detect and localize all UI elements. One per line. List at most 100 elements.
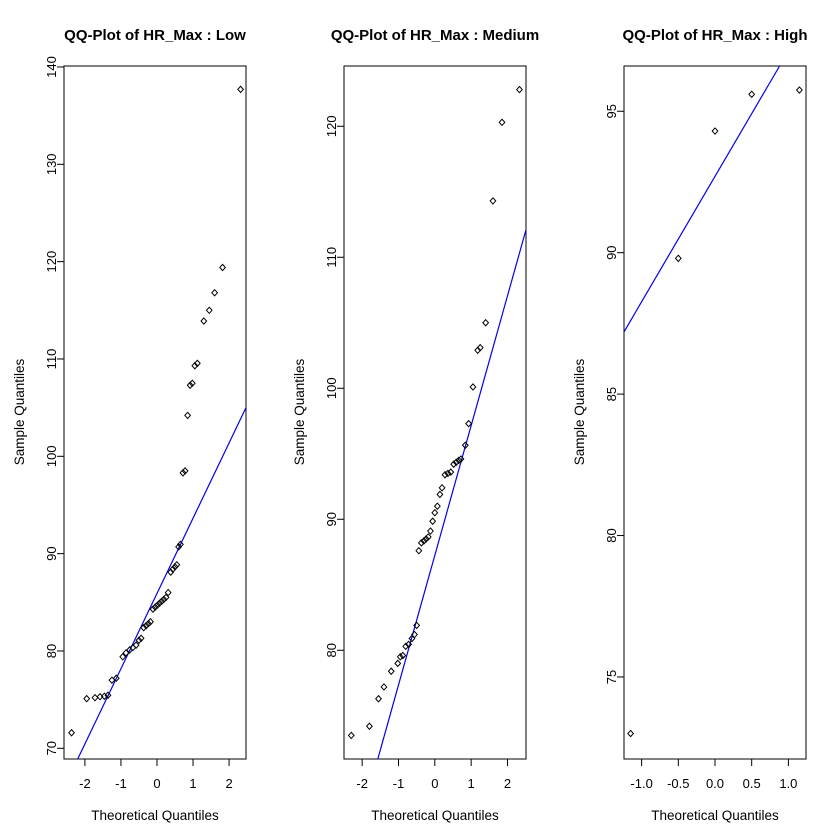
data-point-diamond	[104, 691, 112, 700]
x-axis-label-medium: Theoretical Quantiles	[371, 808, 499, 823]
qq-plot-panel-medium: QQ-Plot of HR_Max : Medium Theoretical Q…	[292, 27, 539, 823]
data-point-diamond	[461, 441, 469, 450]
data-point-diamond	[347, 731, 355, 740]
x-tick-label: -1	[115, 776, 127, 791]
x-tick-label: -2	[79, 776, 91, 791]
data-point-diamond	[112, 674, 120, 683]
data-point-diamond	[627, 729, 635, 738]
data-point-diamond	[188, 379, 196, 388]
data-point-diamond	[405, 640, 413, 649]
data-point-diamond	[140, 623, 148, 632]
qq-reference-line	[623, 65, 781, 333]
data-point-diamond	[436, 490, 444, 499]
data-point-diamond	[191, 361, 199, 370]
data-point-diamond	[452, 458, 460, 467]
plot-area-medium: -2 -1 0 1 2 80 90 100 110 120	[324, 65, 527, 791]
y-tick-label: 85	[604, 387, 619, 401]
data-point-diamond	[211, 288, 219, 297]
data-point-diamond	[164, 588, 172, 597]
y-tick-label: 70	[44, 741, 59, 755]
data-point-diamond	[413, 621, 421, 630]
data-point-diamond	[100, 692, 108, 701]
data-point-diamond	[415, 546, 423, 555]
x-tick-label: 0.5	[743, 776, 761, 791]
data-point-diamond	[158, 597, 166, 606]
data-point-diamond	[119, 652, 127, 661]
plot-area-high: -1.0 -0.5 0.0 0.5 1.0 75 80 85 90 95	[604, 65, 807, 791]
data-point-diamond	[205, 306, 213, 315]
data-point-diamond	[375, 694, 382, 703]
data-point-diamond	[417, 539, 425, 547]
x-tick-label: 2	[504, 776, 511, 791]
x-axis-label-high: Theoretical Quantiles	[651, 808, 779, 823]
data-point-diamond	[433, 502, 441, 511]
x-tick-label: 1.0	[779, 776, 797, 791]
data-point-diamond	[237, 85, 245, 94]
data-point-diamond	[173, 560, 181, 569]
data-point-diamond	[402, 642, 410, 651]
y-tick-label: 90	[604, 245, 619, 259]
data-point-diamond	[429, 517, 437, 526]
y-tick-label: 80	[44, 644, 59, 658]
data-point-diamond	[153, 601, 161, 610]
x-tick-label: -1	[393, 776, 405, 791]
data-point-diamond	[380, 683, 388, 691]
data-point-diamond	[711, 127, 719, 135]
data-point-diamond	[424, 533, 432, 541]
data-point-diamond	[365, 722, 373, 731]
y-tick-label: 90	[44, 546, 59, 560]
data-point-diamond	[489, 197, 497, 205]
data-point-diamond	[474, 346, 482, 355]
data-point-diamond	[426, 527, 434, 535]
y-axis-label-high: Sample Quantiles	[572, 358, 587, 465]
data-point-diamond	[498, 118, 506, 127]
qq-plot-panel-high: QQ-Plot of HR_Max : High Theoretical Qua…	[572, 27, 808, 823]
data-point-diamond	[147, 617, 154, 626]
data-point-diamond	[162, 593, 170, 602]
data-point-diamond	[181, 467, 189, 475]
data-point-diamond	[431, 508, 439, 517]
data-point-diamond	[184, 411, 192, 420]
data-point-diamond	[438, 483, 446, 492]
y-tick-label: 80	[324, 643, 339, 657]
data-point-diamond	[193, 359, 201, 368]
data-point-diamond	[469, 383, 477, 391]
data-point-diamond	[83, 694, 91, 703]
x-tick-label: 1	[468, 776, 475, 791]
data-point-diamond	[175, 542, 183, 551]
plot-area-low: -2 -1 0 1 2 70 80 90 100 110 120 130 140	[44, 56, 247, 791]
data-point-diamond	[167, 568, 175, 576]
x-tick-label: -1.0	[630, 776, 652, 791]
y-tick-label: 120	[324, 115, 339, 137]
x-tick-label: 2	[225, 776, 232, 791]
data-point-diamond	[420, 537, 428, 545]
x-tick-label: 0.0	[706, 776, 724, 791]
qq-plot-panel-low: QQ-Plot of HR_Max : Low Theoretical Quan…	[12, 27, 247, 823]
data-point-diamond	[399, 651, 407, 660]
data-point-diamond	[387, 667, 395, 676]
data-point-diamond	[396, 652, 404, 661]
y-tick-label: 90	[324, 512, 339, 526]
data-point-diamond	[394, 659, 402, 668]
data-point-diamond	[411, 630, 418, 639]
data-point-diamond	[156, 599, 163, 608]
y-axis-label-low: Sample Quantiles	[12, 358, 27, 465]
data-point-diamond	[476, 343, 484, 352]
data-point-diamond	[447, 468, 455, 476]
data-point-diamond	[200, 317, 208, 325]
x-tick-label: 0	[431, 776, 438, 791]
y-tick-label: 110	[44, 349, 59, 370]
y-tick-label: 80	[604, 528, 619, 542]
plot-title-medium: QQ-Plot of HR_Max : Medium	[331, 27, 539, 44]
x-tick-label: -0.5	[667, 776, 689, 791]
data-point-diamond	[169, 565, 177, 574]
data-point-diamond	[748, 90, 756, 99]
data-point-diamond	[160, 595, 168, 604]
data-point-diamond	[482, 318, 490, 327]
data-point-diamond	[450, 460, 458, 469]
data-point-diamond	[186, 381, 194, 390]
qq-reference-line	[377, 229, 527, 760]
data-point-diamond	[151, 603, 159, 612]
data-point-diamond	[515, 85, 523, 94]
